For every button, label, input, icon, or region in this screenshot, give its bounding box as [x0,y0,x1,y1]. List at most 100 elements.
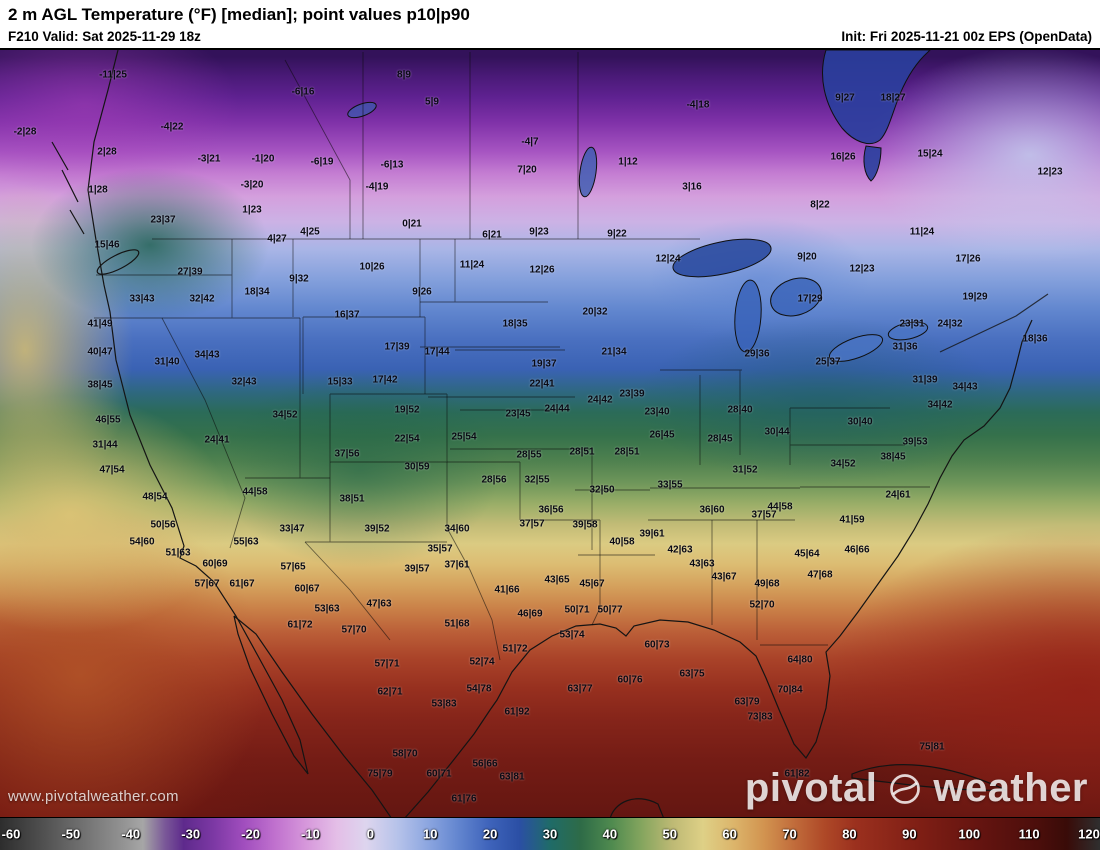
point-value: -6|16 [291,86,315,98]
point-value: 24|32 [937,318,963,330]
point-value: 53|63 [314,603,340,615]
colorbar-tick-label: 80 [842,826,857,842]
point-value: 31|39 [912,374,938,386]
logo-word-pivotal: pivotal [744,766,878,810]
point-value: 15|46 [94,239,120,251]
point-value: 39|52 [364,523,390,535]
point-value: 22|41 [529,378,555,390]
point-value: 8|9 [397,69,411,81]
point-value: 34|43 [952,381,978,393]
point-value: 24|44 [544,403,570,415]
point-value: -6|19 [310,156,334,168]
map-geography [51,50,1049,817]
colorbar-tick-label: -60 [1,826,21,842]
point-value: 53|74 [559,629,585,641]
point-value: 43|67 [711,571,737,583]
point-value: 18|36 [1022,333,1048,345]
point-value: 60|71 [426,768,452,780]
point-value: 8|22 [810,199,830,211]
point-value: 38|45 [87,379,113,391]
point-value: 17|44 [424,346,450,358]
point-value: 11|24 [909,226,935,238]
point-value: 34|52 [272,409,298,421]
point-value: 25|54 [451,431,477,443]
colorbar-tick-label: 30 [542,826,558,842]
point-value: 50|77 [597,604,623,616]
point-value: 61|72 [287,619,313,631]
point-value: 41|59 [839,514,865,526]
point-value: 53|83 [431,698,457,710]
point-value: -3|21 [197,153,221,165]
point-value: 25|37 [815,356,841,368]
point-value: 60|76 [617,674,643,686]
lake-superior [672,238,772,278]
point-value: 23|37 [150,214,176,226]
point-value: 28|51 [614,446,640,458]
point-value: 1|12 [618,156,638,168]
point-value: 18|35 [502,318,528,330]
point-value: 57|70 [341,624,367,636]
point-value: 5|9 [425,96,439,108]
lake-ontario [887,321,929,341]
point-value: -4|19 [365,181,389,193]
hudson-bay [822,50,931,182]
point-value: 61|76 [451,793,477,805]
point-value: 19|37 [531,358,557,370]
point-value: 43|63 [689,558,715,570]
point-value: 36|56 [538,504,564,516]
point-value: 23|31 [899,318,925,330]
point-value: 43|65 [544,574,570,586]
point-value: 61|92 [504,706,530,718]
point-value: 35|57 [427,543,453,555]
point-value: 17|42 [372,374,398,386]
point-value: 51|68 [444,618,470,630]
point-value: 12|26 [529,264,555,276]
lake-winnipeg [578,146,598,198]
point-value: 37|57 [751,509,777,521]
colorbar-tick-label: 90 [902,826,917,842]
point-value: 47|54 [99,464,125,476]
point-value: 37|57 [519,518,545,530]
point-value: 9|32 [289,273,309,285]
lake-huron [770,277,822,317]
point-value: 57|67 [194,578,220,590]
point-value: 30|59 [404,461,430,473]
point-value: 75|81 [919,741,945,753]
point-value: 18|34 [244,286,270,298]
point-value: 33|55 [657,479,683,491]
point-value: 47|68 [807,569,833,581]
point-value: 41|66 [494,584,520,596]
point-value: 2|28 [97,146,117,158]
point-value: 63|75 [679,668,705,680]
point-value: 23|40 [644,406,670,418]
point-value: 33|47 [279,523,305,535]
map-area[interactable]: -11|25 -6|16 8|9 5|9 -4|18 9|27 18|27 -2|28 -4|2… [0,48,1100,817]
map-header: 2 m AGL Temperature (°F) [median]; point… [0,0,1100,48]
point-value: 0|21 [402,218,422,230]
point-value: 70|84 [777,684,803,696]
point-value: 73|83 [747,711,773,723]
point-value: 4|27 [267,233,287,245]
cuba [851,764,1007,791]
point-value: 19|29 [962,291,988,303]
point-value: 31|40 [154,356,180,368]
point-value: 32|42 [189,293,215,305]
point-value: 36|60 [699,504,725,516]
point-value: 9|22 [607,228,627,240]
point-value: 17|26 [955,253,981,265]
point-value: 60|69 [202,558,228,570]
point-value: 26|45 [649,429,675,441]
colorbar-tick-label: 100 [958,826,981,842]
colorbar-tick-label: 110 [1018,826,1040,842]
colorbar-tick-label: 40 [602,826,618,842]
point-value: 24|41 [204,434,230,446]
point-value: 7|20 [517,164,537,176]
point-value: 16|37 [334,309,360,321]
point-value: 55|63 [233,536,259,548]
point-value: 40|58 [609,536,635,548]
point-value: -4|7 [521,136,539,148]
point-value: 24|61 [885,489,911,501]
point-value: 17|39 [384,341,410,353]
point-value: 57|65 [280,561,306,573]
